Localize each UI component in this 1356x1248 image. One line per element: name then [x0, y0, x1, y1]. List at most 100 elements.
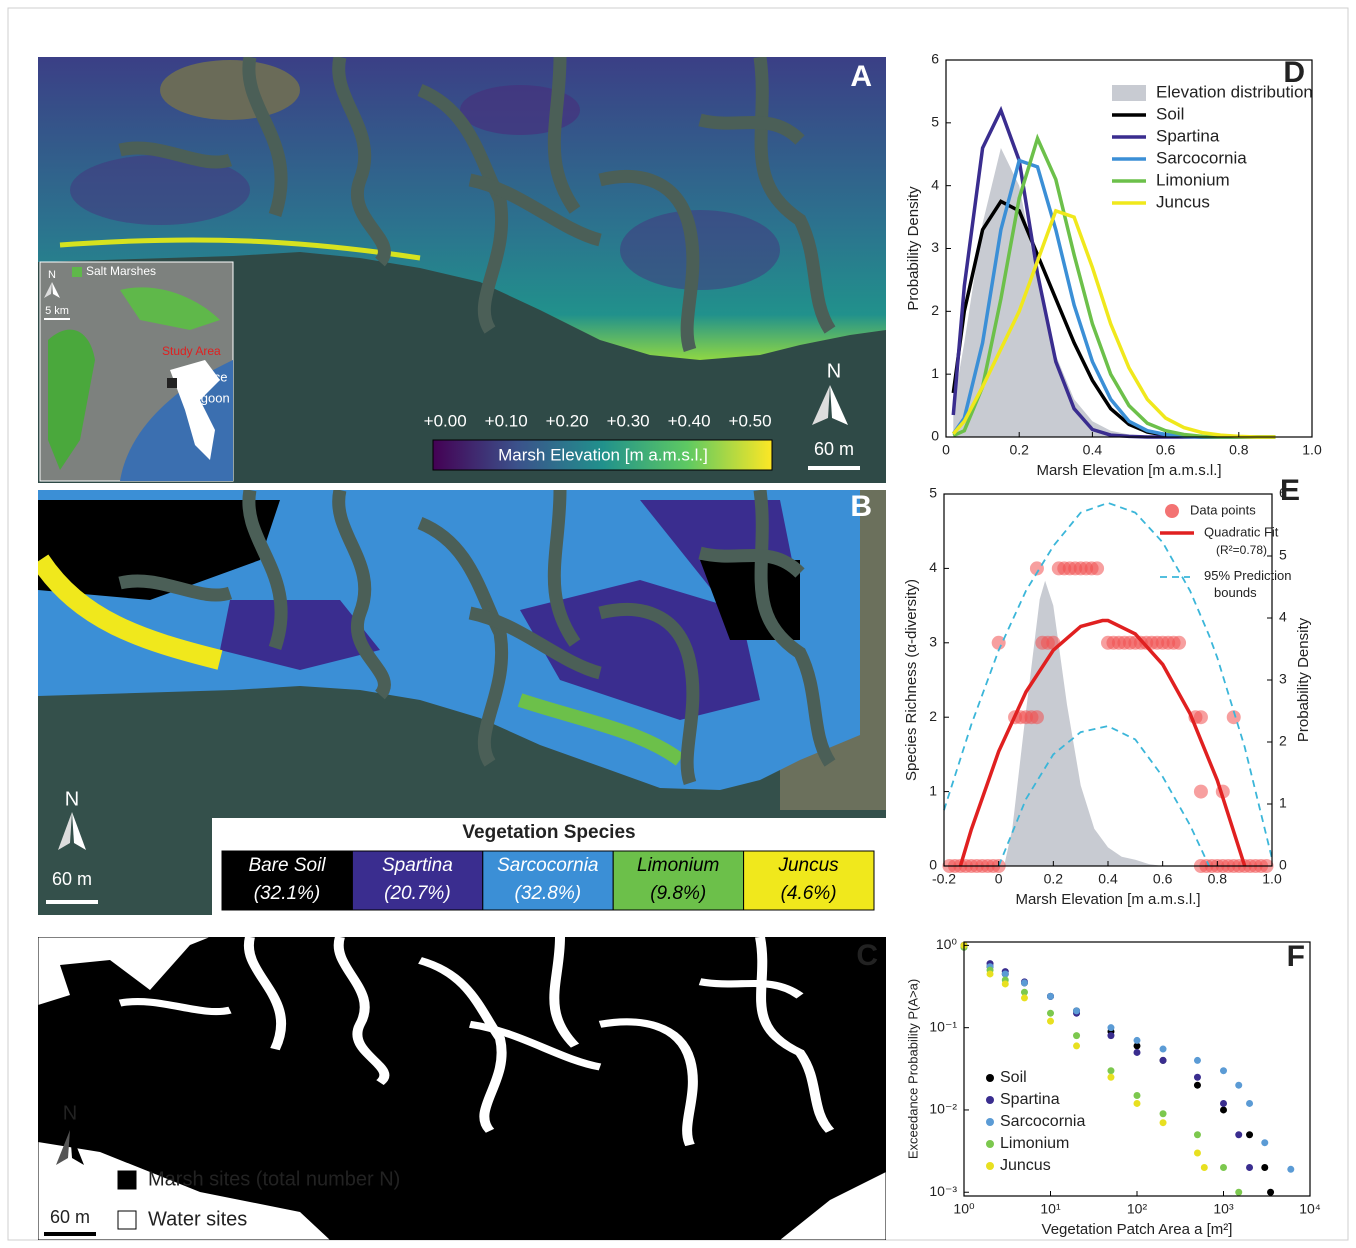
- x-tick-label: 0.2: [1044, 871, 1064, 887]
- legend-label: Spartina: [1156, 126, 1220, 145]
- data-point: [1030, 710, 1044, 724]
- data-point: [1220, 1100, 1227, 1107]
- data-point: [1002, 980, 1009, 987]
- data-point: [1261, 1164, 1268, 1171]
- x-tick-label: 0.6: [1153, 871, 1173, 887]
- legend-sample: [1112, 85, 1146, 101]
- y-tick-label: 6: [931, 51, 939, 67]
- legend-sample: [1165, 504, 1179, 518]
- y-tick-label: 2: [931, 302, 939, 318]
- data-point: [1107, 1074, 1114, 1081]
- data-point: [1134, 1037, 1141, 1044]
- x-tick-label: 0.4: [1098, 871, 1118, 887]
- legend-label: Quadratic Fit: [1204, 524, 1279, 539]
- data-point: [1220, 1106, 1227, 1113]
- data-point: [1134, 1049, 1141, 1056]
- y2-tick-label: 2: [1279, 733, 1287, 749]
- x-axis-label: Vegetation Patch Area a [m²]: [1042, 1221, 1233, 1238]
- legend-label: Sarcocornia: [1000, 1113, 1085, 1130]
- data-point: [1107, 1024, 1114, 1031]
- north-label: N: [63, 1102, 77, 1124]
- x-tick-label: 0.6: [1156, 442, 1176, 458]
- y2-tick-label: 3: [1279, 671, 1287, 687]
- legend-label: Elevation distribution: [1156, 82, 1313, 101]
- data-point: [1160, 1046, 1167, 1053]
- legend-share: (9.8%): [650, 883, 706, 904]
- data-point: [1107, 1067, 1114, 1074]
- y-tick-label: 1: [931, 365, 939, 381]
- x-tick-label: 0.8: [1229, 442, 1249, 458]
- y2-axis-label: Probability Density: [1295, 617, 1312, 742]
- legend-name: Sarcocornia: [497, 855, 598, 876]
- legend-note: (R²=0.78): [1216, 543, 1267, 557]
- data-point: [1220, 1067, 1227, 1074]
- legend-label: Limonium: [1000, 1135, 1069, 1152]
- data-point: [1073, 1042, 1080, 1049]
- legend-share: (4.6%): [781, 883, 837, 904]
- data-point: [1021, 979, 1028, 986]
- legend-label: Sarcocornia: [1156, 148, 1247, 167]
- legend-label: Soil: [1156, 104, 1184, 123]
- legend-label: Spartina: [1000, 1091, 1060, 1108]
- legend-label: Juncus: [1000, 1157, 1051, 1174]
- panel-label: C: [856, 939, 878, 972]
- data-point: [1246, 1164, 1253, 1171]
- legend-name: Bare Soil: [248, 855, 326, 876]
- legend-sample: [986, 1096, 994, 1104]
- panel-label: F: [1287, 940, 1305, 973]
- y2-tick-label: 6: [1279, 485, 1287, 501]
- data-point: [1201, 1164, 1208, 1171]
- y-tick-label: 3: [929, 634, 937, 650]
- x-axis-label: Marsh Elevation [m a.m.s.l.]: [1036, 462, 1221, 479]
- colorbar-tick-label: +0.20: [546, 411, 589, 430]
- density-line: [960, 621, 1244, 867]
- legend-line: bounds: [1214, 585, 1257, 600]
- scale-label: 60 m: [50, 1207, 90, 1227]
- legend-sample: [986, 1162, 994, 1170]
- data-point: [1261, 1139, 1268, 1146]
- data-point: [1194, 1149, 1201, 1156]
- legend-name: Juncus: [777, 855, 839, 876]
- y-tick-label: 4: [929, 559, 937, 575]
- y-axis-label: Exceedance Probability P(A>a): [905, 979, 920, 1159]
- colorbar-tick-label: +0.10: [485, 411, 528, 430]
- legend-share: (32.1%): [254, 883, 321, 904]
- data-point: [1194, 710, 1208, 724]
- legend-name: Spartina: [382, 855, 453, 876]
- y-tick-label: 4: [931, 176, 939, 192]
- data-point: [1047, 1010, 1054, 1017]
- legend-label: Data points: [1190, 502, 1256, 517]
- y-tick-label: 3: [931, 239, 939, 255]
- colorbar-tick-label: +0.30: [607, 411, 650, 430]
- legend-name: Limonium: [637, 855, 719, 876]
- data-point: [1090, 561, 1104, 575]
- x-tick-label: 10⁴: [1299, 1201, 1321, 1217]
- data-point: [1246, 1131, 1253, 1138]
- map-c: [38, 937, 886, 1240]
- x-tick-label: 1.0: [1302, 442, 1322, 458]
- data-point: [987, 970, 994, 977]
- x-tick-label: 10⁰: [953, 1201, 975, 1217]
- data-point: [1047, 1018, 1054, 1025]
- data-point: [1194, 1057, 1201, 1064]
- scale-label: 60 m: [814, 439, 854, 459]
- data-point: [1160, 1119, 1167, 1126]
- y-tick-label: 0: [929, 857, 937, 873]
- colorbar-title: Marsh Elevation [m a.m.s.l.]: [498, 445, 708, 464]
- y2-tick-label: 5: [1279, 547, 1287, 563]
- plot-area: [942, 503, 1273, 873]
- legend-name: Marsh sites (total number N): [148, 1168, 400, 1190]
- data-point: [1235, 1082, 1242, 1089]
- data-point: [1194, 1082, 1201, 1089]
- x-tick-label: -0.2: [932, 871, 956, 887]
- legend-label: Juncus: [1156, 192, 1210, 211]
- x-tick-label: 0: [995, 871, 1003, 887]
- data-point: [1287, 1166, 1294, 1173]
- y-tick-label: 1: [929, 782, 937, 798]
- legend-label: Limonium: [1156, 170, 1230, 189]
- scale-label: 60 m: [52, 869, 92, 889]
